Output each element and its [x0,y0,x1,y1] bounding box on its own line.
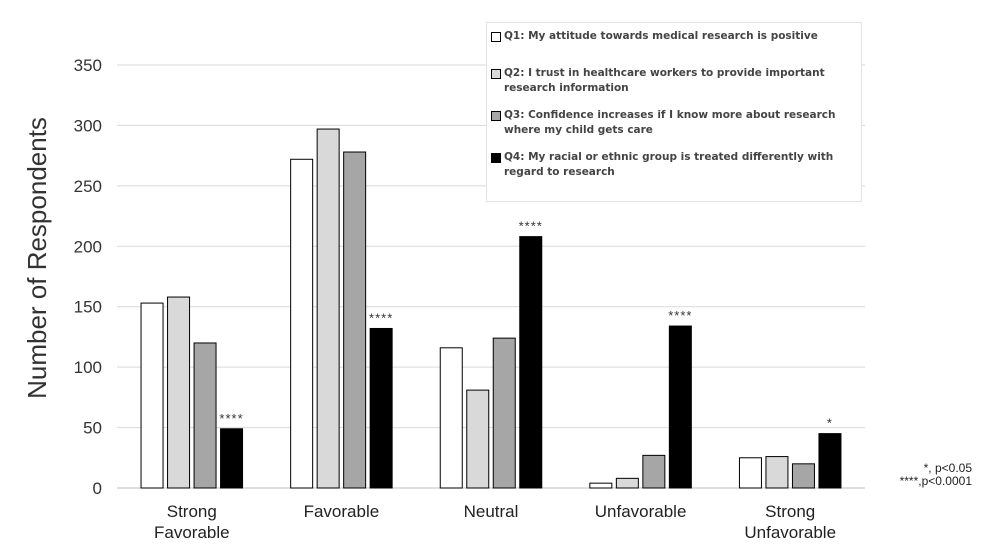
legend-label-q2: Q2: I trust in healthcare workers to pro… [504,67,825,94]
x-category-label-0-1: Favorable [154,523,230,542]
legend-item-q2: Q2: I trust in healthcare workers to pro… [491,66,857,96]
y-tick-label-50: 50 [83,419,102,438]
y-tick-label-200: 200 [74,237,102,256]
x-category-label-3-0: Unfavorable [595,502,687,521]
bar-q3-0 [193,342,217,489]
legend-item-q3: Q3: Confidence increases if I know more … [491,108,857,138]
bar-q1-1 [290,158,314,489]
bar-q1-0 [140,302,164,489]
y-axis-title: Number of Respondents [22,117,52,399]
significance-marker-0: **** [219,411,243,426]
y-tick-label-100: 100 [74,358,102,377]
legend-swatch-q2 [491,69,501,79]
footnote-line-1: *, p<0.05 [923,461,972,475]
legend: Q1: My attitude towards medical research… [486,22,862,202]
bar-q4-3 [668,325,692,489]
legend-item-q4: Q4: My racial or ethnic group is treated… [491,150,857,180]
y-tick-label-250: 250 [74,177,102,196]
bar-q2-4 [765,456,789,489]
bar-q4-0 [220,428,244,489]
bar-q2-3 [615,477,639,489]
bar-q3-4 [791,463,815,489]
legend-swatch-q4 [491,153,501,163]
legend-item-q1: Q1: My attitude towards medical research… [491,29,857,44]
bar-q2-2 [466,389,490,489]
legend-swatch-q3 [491,111,501,121]
bar-q3-2 [492,337,516,489]
bar-q4-4 [818,433,842,489]
legend-label-q4: Q4: My racial or ethnic group is treated… [504,151,834,178]
significance-marker-2: **** [519,219,543,234]
significance-footnote: *, p<0.05 ****,p<0.0001 [880,462,972,488]
y-tick-label-350: 350 [74,56,102,75]
bar-q3-3 [642,454,666,489]
y-tick-label-300: 300 [74,116,102,135]
bar-q2-0 [167,296,191,489]
bar-q1-2 [439,347,463,489]
legend-swatch-q1 [491,32,501,42]
x-category-label-2-0: Neutral [464,502,519,521]
x-category-label-0-0: Strong [167,502,217,521]
bar-q1-4 [738,457,762,489]
significance-marker-4: * [827,416,833,431]
bar-q1-3 [589,482,613,489]
legend-label-q1: Q1: My attitude towards medical research… [504,30,818,42]
x-category-label-4-0: Strong [765,502,815,521]
bar-q4-1 [369,327,393,489]
labels: 0 50 100 150 200 250 300 350 Number of Responden… [22,56,836,542]
footnote-line-2: ****,p<0.0001 [899,474,972,488]
significance-marker-1: **** [369,310,393,325]
y-tick-label-150: 150 [74,298,102,317]
bar-q3-1 [343,151,367,489]
bars [140,128,842,489]
bar-q4-2 [519,236,543,489]
legend-label-q3: Q3: Confidence increases if I know more … [504,109,836,136]
significance-marker-3: **** [668,308,692,323]
x-category-label-4-1: Unfavorable [744,523,836,542]
x-category-label-1-0: Favorable [304,502,380,521]
bar-q2-1 [316,128,340,489]
y-tick-label-0: 0 [93,479,102,498]
